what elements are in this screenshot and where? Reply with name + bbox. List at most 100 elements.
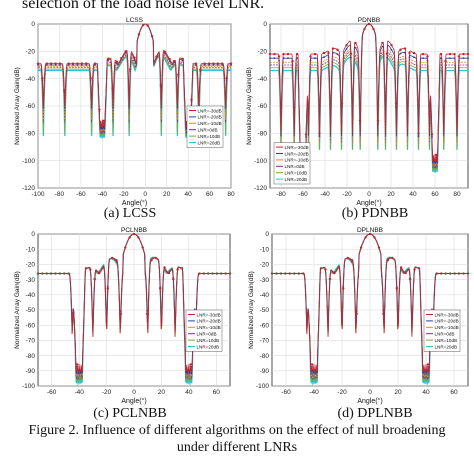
legend-box (186, 105, 224, 148)
series-marker (421, 52, 425, 56)
series-marker (408, 51, 411, 55)
series-marker (41, 77, 44, 80)
legend-label: LNR=-10dB (435, 325, 459, 330)
series-marker (345, 44, 348, 47)
series-marker (150, 259, 153, 262)
series-marker (220, 272, 223, 275)
series-marker (435, 153, 438, 157)
series-marker (404, 271, 407, 275)
figure-caption: Figure 2. Influence of different algorit… (0, 422, 474, 456)
x-tick-label: -60 (281, 389, 291, 396)
series-marker (453, 52, 456, 56)
series-marker (158, 287, 162, 290)
series-marker (176, 268, 179, 271)
series-marker (337, 266, 341, 269)
series-marker (412, 51, 416, 55)
series-marker (314, 57, 316, 60)
series-marker (80, 371, 83, 374)
y-axis-label: Normalized Array Gain(dB) (246, 67, 253, 145)
caption-pdnbb: (b) PDNBB (341, 206, 409, 221)
series-marker (67, 62, 70, 65)
series-marker (137, 33, 141, 36)
y-tick-label: -60 (26, 322, 36, 329)
y-tick-label: -50 (260, 307, 270, 314)
y-tick-label: -10 (26, 246, 36, 253)
legend-label: LNR=10dB (198, 134, 221, 139)
x-axis-label: Angle(°) (121, 397, 146, 405)
series-marker (394, 102, 398, 105)
series-marker (167, 271, 171, 275)
x-tick-label: -80 (276, 191, 286, 198)
x-tick-label: -40 (320, 191, 330, 198)
series-marker (141, 246, 144, 249)
series-marker (97, 271, 101, 275)
series-marker (385, 52, 389, 55)
series-marker (462, 272, 465, 275)
legend-label: LNR=20dB (197, 344, 220, 349)
series-marker (426, 55, 429, 58)
series-marker (358, 119, 362, 122)
series-marker (282, 52, 285, 56)
series-marker (190, 98, 193, 101)
y-axis-label: Normalized Array Gain(dB) (14, 271, 21, 349)
series-marker (145, 312, 149, 315)
legend-box (423, 309, 461, 352)
x-tick-label: 40 (184, 191, 192, 198)
series-marker (268, 52, 272, 56)
series-marker (277, 55, 281, 58)
chart-title: DPLNBB (357, 227, 383, 234)
series-marker (273, 52, 276, 56)
series-marker (155, 55, 158, 58)
series-marker (124, 50, 127, 53)
x-tick-label: -60 (76, 191, 86, 198)
legend-box (185, 309, 223, 352)
series-marker (381, 45, 384, 48)
x-tick-label: 20 (163, 191, 171, 198)
series-marker (368, 232, 372, 236)
series-marker (270, 272, 274, 275)
series-marker (336, 53, 339, 56)
chart-panel-pdnbb: -80 -60 -40 -20 0 20 40 60 80 0 -20 -40 -60 -80 -100 -1… (240, 14, 474, 207)
y-tick-label: -100 (22, 383, 35, 390)
series-marker (293, 272, 296, 275)
x-tick-label: 60 (206, 191, 214, 198)
series-marker (154, 256, 158, 260)
x-tick-label: -100 (31, 191, 44, 198)
y-tick-label: -40 (26, 76, 36, 83)
series-marker (163, 266, 166, 269)
x-tick-label: 40 (185, 389, 193, 396)
series-marker (128, 68, 132, 71)
series-marker (286, 52, 290, 56)
series-marker (313, 52, 317, 56)
series-marker (216, 62, 220, 65)
y-tick-label: 0 (31, 21, 35, 28)
series-marker (54, 62, 57, 65)
series-marker (328, 277, 332, 281)
series-marker (116, 62, 118, 65)
y-tick-label: -60 (260, 322, 270, 329)
series-marker (373, 236, 376, 239)
legend-label: LNR=-30dB (198, 108, 222, 113)
x-tick-label: 80 (227, 191, 235, 198)
series-marker (275, 272, 278, 275)
y-tick-label: -100 (256, 383, 269, 390)
series-marker (306, 314, 309, 317)
series-marker (106, 57, 110, 60)
series-marker (422, 371, 425, 374)
x-tick-label: -20 (102, 389, 112, 396)
series-marker (137, 236, 140, 239)
series-marker (132, 232, 136, 236)
series-marker (93, 277, 96, 281)
series-marker (49, 62, 53, 65)
y-tick-label: -120 (254, 185, 267, 192)
x-tick-label: -80 (55, 191, 65, 198)
series-group (36, 232, 232, 386)
y-tick-label: -80 (26, 131, 36, 138)
series-marker (189, 363, 192, 366)
series-marker (376, 119, 380, 122)
series-marker (301, 272, 305, 275)
series-marker (58, 272, 62, 275)
legend-label: LNR=10dB (285, 171, 308, 176)
